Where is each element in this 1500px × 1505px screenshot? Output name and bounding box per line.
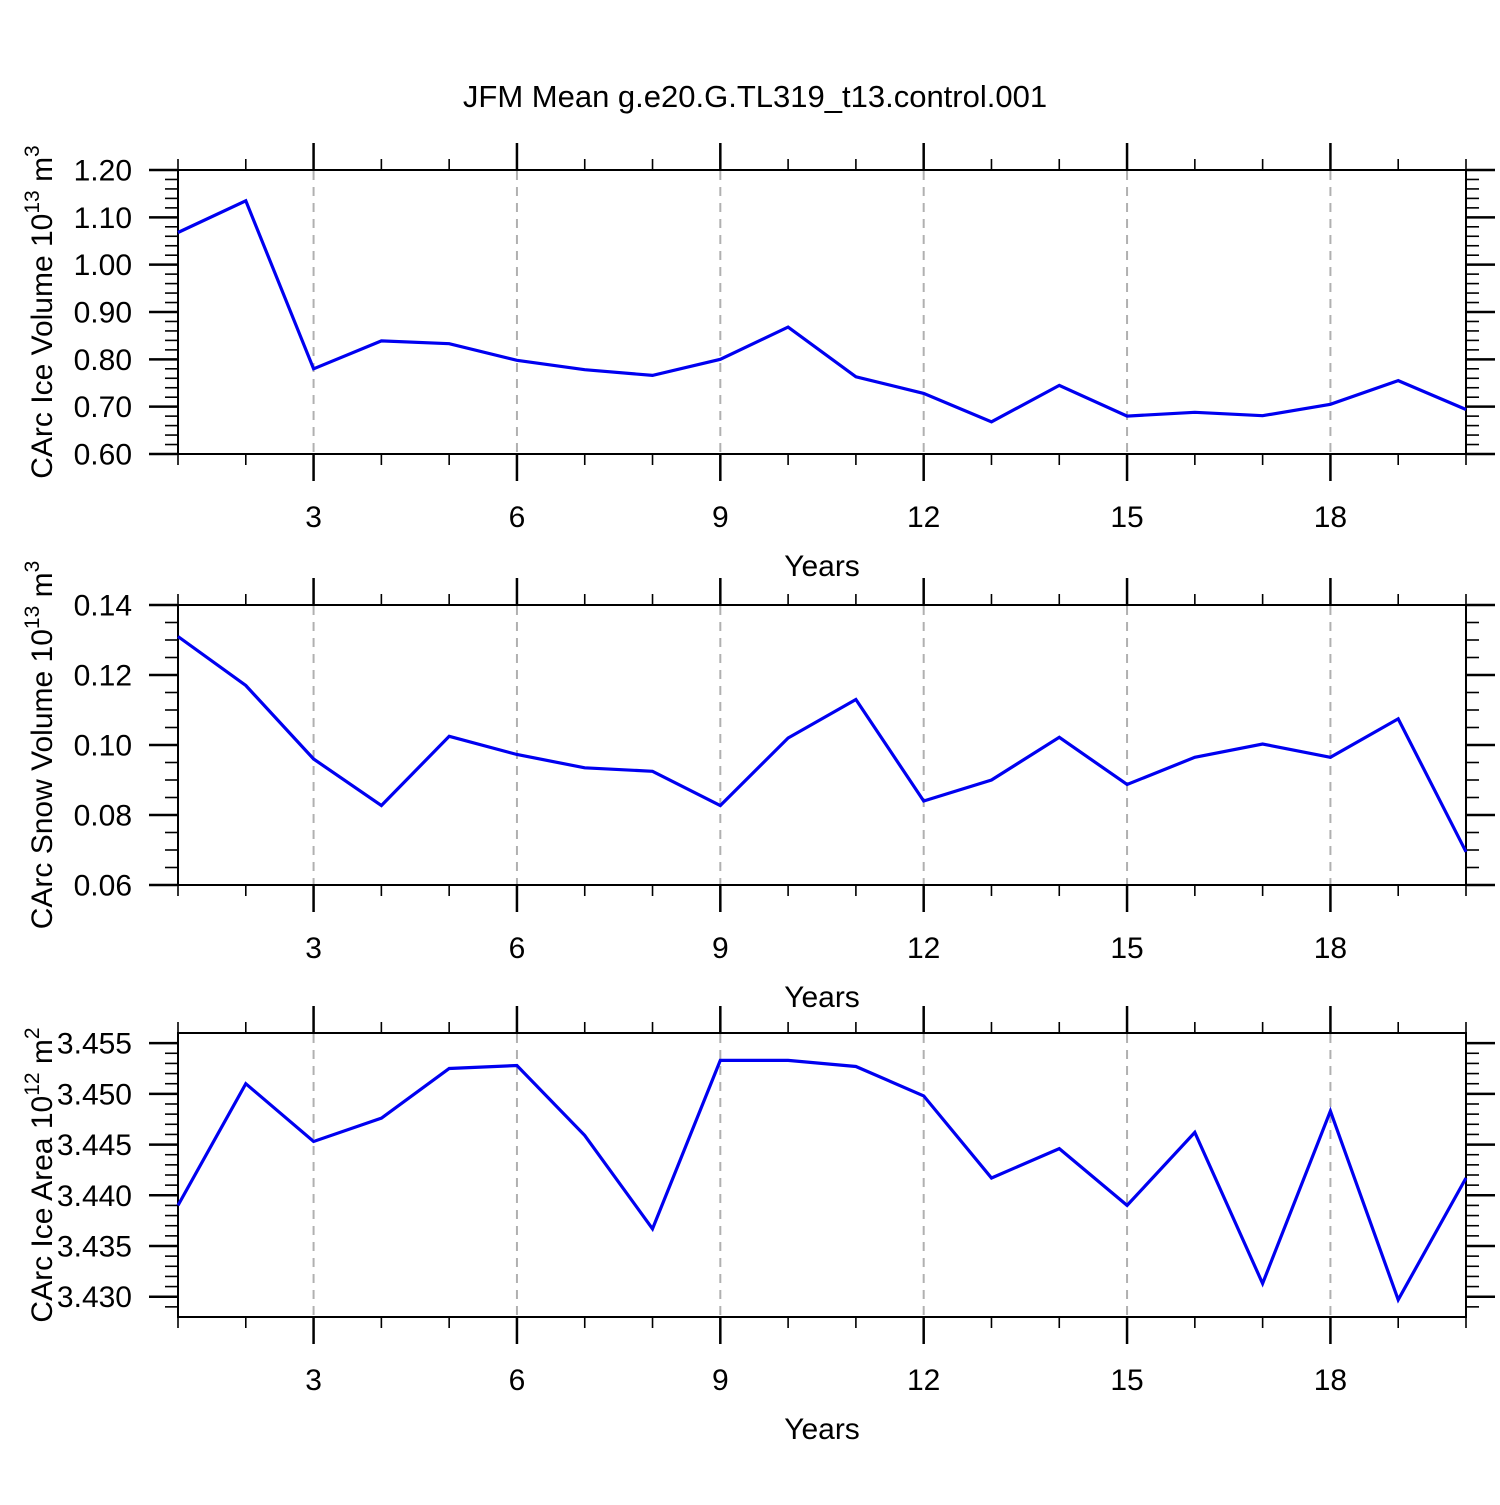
plot-border [177, 169, 1467, 455]
y-tick-label: 0.60 [74, 439, 132, 472]
panel-snow-volume: 3 6 9 12 15 18 Years 0.06 0.08 0.10 0.12 0.14 CArc S… [21, 561, 1495, 1014]
x-tick-label: 6 [509, 932, 526, 965]
y-tick-label: 0.14 [74, 590, 132, 623]
y-tick-label: 0.90 [74, 297, 132, 330]
plot-border [177, 604, 1467, 886]
panel-ice-area: 3 6 9 12 15 18 Years 3.430 3.435 3.440 3.445 3.450 3… [21, 1006, 1495, 1446]
data-line [176, 1058, 1468, 1304]
x-tick-label: 15 [1110, 932, 1143, 965]
y-tick-label: 0.08 [74, 800, 132, 833]
x-tick-label: 3 [305, 932, 322, 965]
y-axis-label: CArc Snow Volume 1013​ m3​ [21, 561, 59, 930]
y-tick-label: 1.00 [74, 249, 132, 282]
y-tick-label: 0.10 [74, 730, 132, 763]
x-tick-label: 15 [1110, 1364, 1143, 1397]
figure-title: JFM Mean g.e20.G.TL319_t13.control.001 [463, 79, 1047, 114]
y-tick-label: 0.12 [74, 660, 132, 693]
y-tick-label: 0.70 [74, 391, 132, 424]
y-tick-label: 3.435 [57, 1231, 132, 1264]
x-tick-label: 15 [1110, 501, 1143, 534]
x-tick-label: 18 [1314, 1364, 1347, 1397]
data-line [177, 198, 1467, 424]
x-tick-label: 12 [907, 501, 940, 534]
x-tick-label: 6 [509, 501, 526, 534]
x-tick-label: 3 [305, 501, 322, 534]
x-tick-label: 9 [712, 932, 729, 965]
x-tick-label: 18 [1314, 501, 1347, 534]
x-tick-label: 6 [509, 1364, 526, 1397]
y-tick-label: 3.430 [57, 1281, 132, 1314]
panels-root: 3 6 9 12 15 18 Years 0.60 0.70 0.80 0.90 1.00 1.10 1.… [21, 143, 1495, 1446]
y-axis-label: CArc Ice Area 1012​ m2​ [21, 1027, 59, 1322]
y-tick-label: 0.06 [74, 870, 132, 903]
y-tick-label: 3.445 [57, 1129, 132, 1162]
y-tick-label: 0.80 [74, 344, 132, 377]
plot-border [177, 1032, 1467, 1318]
y-tick-label: 3.450 [57, 1078, 132, 1111]
x-tick-label: 18 [1314, 932, 1347, 965]
x-tick-label: 12 [907, 932, 940, 965]
x-axis-label: Years [784, 981, 860, 1014]
y-axis-label: CArc Ice Volume 1013​ m3​ [21, 145, 59, 479]
x-tick-label: 9 [712, 1364, 729, 1397]
y-tick-label: 3.455 [57, 1028, 132, 1061]
x-axis-label: Years [784, 1413, 860, 1446]
data-line [177, 635, 1468, 853]
x-tick-label: 3 [305, 1364, 322, 1397]
x-tick-label: 9 [712, 501, 729, 534]
y-tick-label: 1.10 [74, 202, 132, 235]
y-tick-label: 1.20 [74, 155, 132, 188]
x-axis-label: Years [784, 550, 860, 583]
panel-ice-volume: 3 6 9 12 15 18 Years 0.60 0.70 0.80 0.90 1.00 1.10 1.… [21, 143, 1495, 583]
x-tick-label: 12 [907, 1364, 940, 1397]
y-tick-label: 3.440 [57, 1180, 132, 1213]
